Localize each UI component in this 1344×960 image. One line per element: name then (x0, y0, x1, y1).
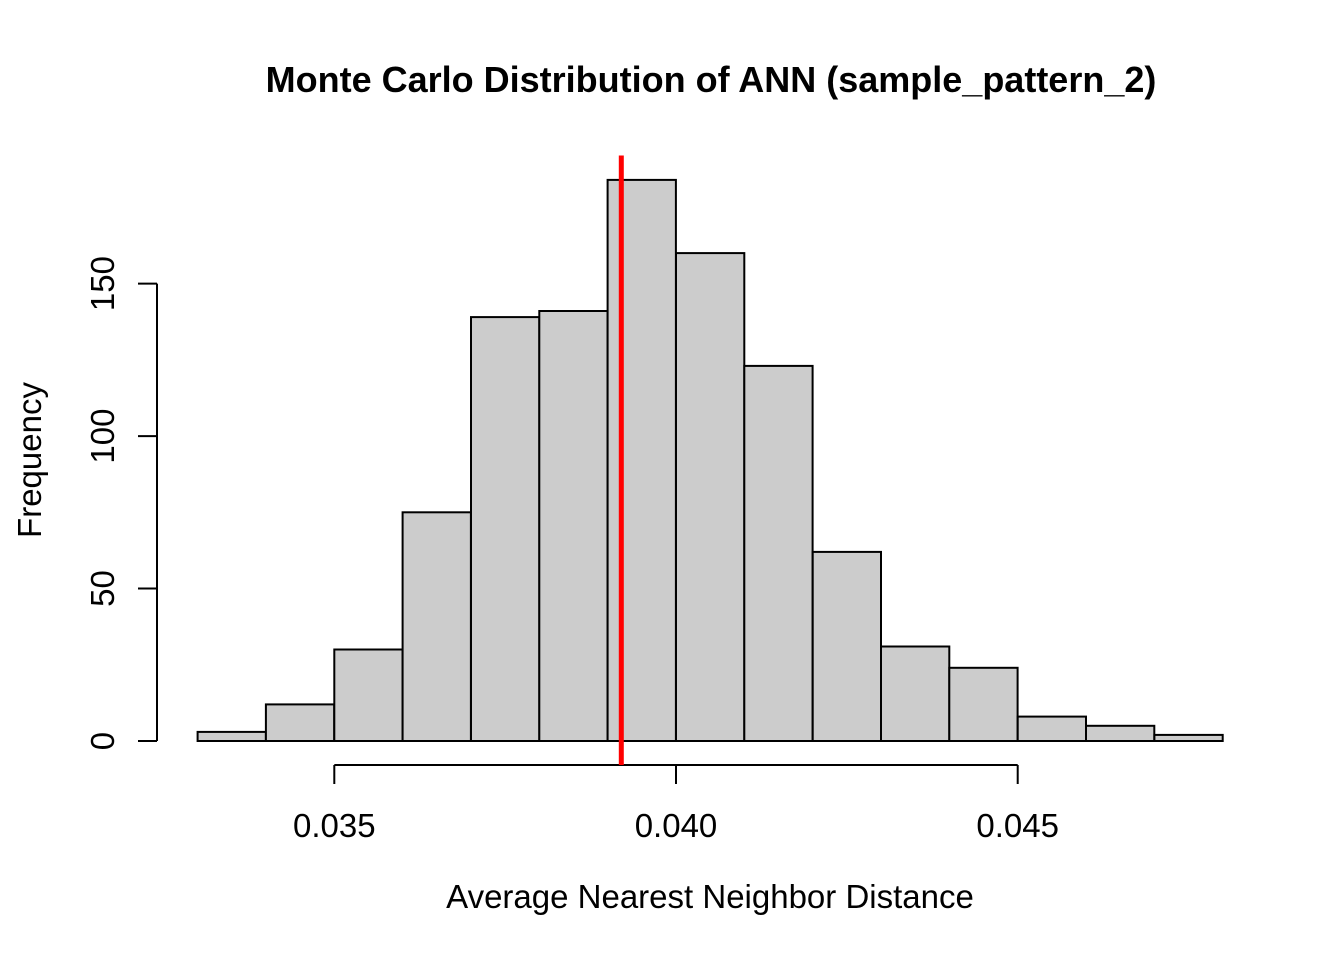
histogram-bar (264, 703, 336, 743)
histogram-bar (675, 252, 746, 742)
histogram-bar (401, 511, 472, 742)
histogram-bar (880, 645, 951, 742)
y-axis: 0 50 100 150 (84, 256, 158, 750)
y-tick-label: 100 (84, 409, 121, 464)
histogram-bar (538, 310, 609, 742)
histogram-bar (333, 648, 404, 742)
y-tick-label: 0 (84, 732, 121, 750)
histogram-bar (1016, 715, 1088, 742)
chart-title: Monte Carlo Distribution of ANN (sample_… (266, 59, 1157, 100)
y-axis-label: Frequency (11, 382, 48, 538)
y-tick-label: 150 (84, 256, 121, 311)
histogram-bar (743, 364, 814, 742)
x-tick-label: 0.045 (976, 807, 1059, 844)
x-axis: 0.035 0.040 0.045 (293, 764, 1059, 844)
histogram-bar (606, 178, 677, 742)
bars (196, 178, 1224, 743)
histogram-bar (811, 550, 883, 743)
histogram-bar (948, 666, 1019, 742)
histogram-bar (1085, 724, 1156, 742)
x-tick-label: 0.040 (635, 807, 718, 844)
histogram-bar (470, 316, 541, 742)
x-axis-label: Average Nearest Neighbor Distance (446, 878, 974, 915)
y-tick-label: 50 (84, 570, 121, 607)
histogram-bar (196, 730, 267, 743)
x-tick-label: 0.035 (293, 807, 376, 844)
histogram-bar (1153, 733, 1224, 743)
